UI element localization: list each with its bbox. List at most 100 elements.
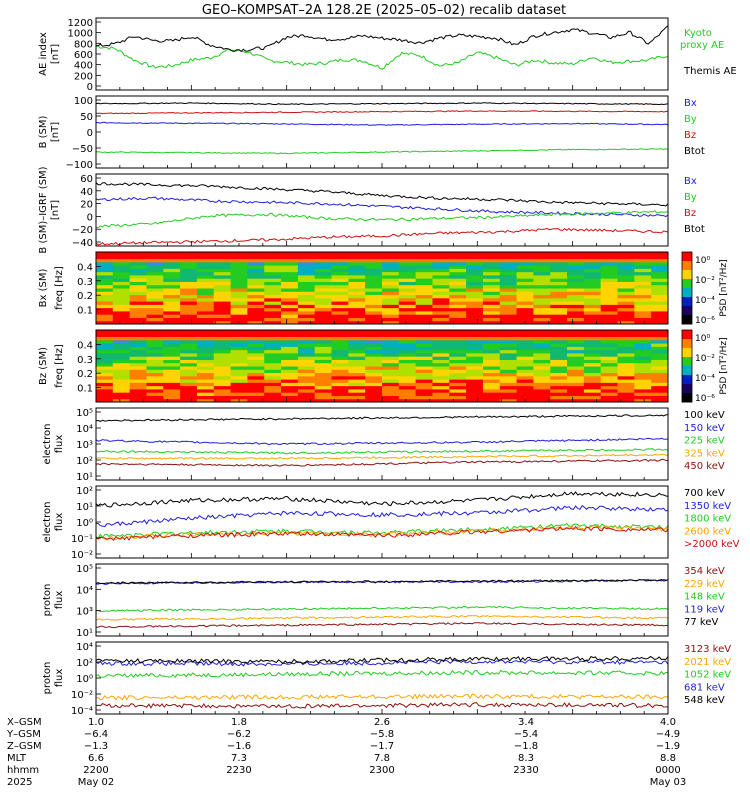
spectrogram-cell [533,343,551,347]
spectrogram-cell [348,261,366,266]
spectrogram-cell [533,281,551,286]
spectrogram-cell [533,398,551,403]
y-tick-label: 0 [87,128,93,139]
spectrogram-cell [583,274,602,279]
spectrogram-cell [96,330,114,334]
spectrogram-cell [583,392,602,396]
spectrogram-cell [146,366,164,370]
series-line-btot [95,102,669,106]
spectrogram-cell [96,395,114,400]
x-axis-value: 2300 [369,765,394,776]
spectrogram-cell [112,359,131,364]
spectrogram-cell [163,339,181,344]
x-axis-value: −4.9 [656,729,680,740]
spectrogram-cell [180,336,198,341]
spectrogram-cell [550,310,568,315]
spectrogram-cell [550,395,568,400]
spectrogram-cell [432,294,450,299]
spectrogram-cell [112,317,131,322]
spectrogram-cell [432,314,450,318]
spectrogram-cell [432,317,450,322]
y-tick-label: 0.3 [77,277,93,288]
spectrogram-cell [129,297,147,302]
colorbar-segment [682,375,692,385]
colorbar-tick-label: 10⁻⁴ [695,296,715,306]
spectrogram-cell [617,310,635,315]
spectrogram-cell [247,307,265,312]
spectrogram-cell [382,252,400,256]
spectrogram-cell [281,294,299,299]
spectrogram-cell [96,356,114,360]
y-tick-label: 0.2 [77,369,93,380]
spectrogram-cell [348,281,366,286]
spectrogram-cell [297,288,316,292]
spectrogram-cell [331,362,349,367]
spectrogram-cell [96,255,114,260]
spectrogram-cell [163,369,181,374]
spectrogram-cell [365,271,383,276]
spectrogram-cell [617,382,635,387]
spectrogram-cell [281,301,299,305]
spectrogram-cell [617,395,635,400]
spectrogram-cell [230,369,248,374]
spectrogram-cell [348,294,366,299]
spectrogram-cell [314,366,333,370]
x-axis-value: May 03 [650,777,687,788]
spectrogram-cell [432,395,450,400]
y-axis-label: electron [42,424,53,465]
x-axis-row-label: 2025 [7,777,32,788]
spectrogram-cell [348,398,366,403]
spectrogram-cell [331,317,349,322]
spectrogram-cell [550,330,568,334]
spectrogram-cell [348,301,366,305]
spectrogram-cell [617,314,635,318]
legend-entry: Kyoto [684,28,712,39]
spectrogram-cell [297,359,316,364]
spectrogram-cell [583,385,602,390]
spectrogram-cell [583,398,602,403]
spectrogram-cell [617,398,635,403]
spectrogram-cell [281,349,299,354]
spectrogram-cell [331,366,349,370]
spectrogram-cell [583,375,602,380]
spectrogram-cell [331,307,349,312]
spectrogram-cell [129,395,147,400]
spectrogram-cell [196,343,215,347]
spectrogram-cell [466,274,484,279]
spectrogram-cell [331,297,349,302]
spectrogram-cell [112,268,131,273]
spectrogram-cell [583,310,602,315]
spectrogram-cell [466,281,484,286]
x-axis-value: 1.0 [88,717,104,728]
spectrogram-cell [180,366,198,370]
spectrogram-cell [129,317,147,322]
spectrogram-cell [482,281,501,286]
spectrogram-cell [213,366,232,370]
spectrogram-cell [398,258,417,263]
spectrogram-cell [297,392,316,396]
spectrogram-cell [415,255,433,260]
series-line-bz [95,110,669,115]
spectrogram-cell [129,314,147,318]
spectrogram-cell [281,258,299,263]
spectrogram-cell [398,346,417,351]
spectrogram-cell [617,388,635,393]
spectrogram-cell [297,346,316,351]
spectrogram-cell [449,268,467,273]
spectrogram-cell [600,317,619,322]
spectrogram-cell [112,301,131,305]
spectrogram-cell [112,366,131,370]
spectrogram-cell [196,339,215,344]
spectrogram-cell [634,356,652,360]
spectrogram-cell [466,395,484,400]
spectrogram-cell [651,297,669,302]
spectrogram-cell [314,372,333,377]
spectrogram-cell [550,278,568,282]
spectrogram-cell [533,366,551,370]
spectrogram-cell [264,294,282,299]
spectrogram-cell [163,314,181,318]
spectrogram-cell [297,310,316,315]
spectrogram-cell [550,385,568,390]
